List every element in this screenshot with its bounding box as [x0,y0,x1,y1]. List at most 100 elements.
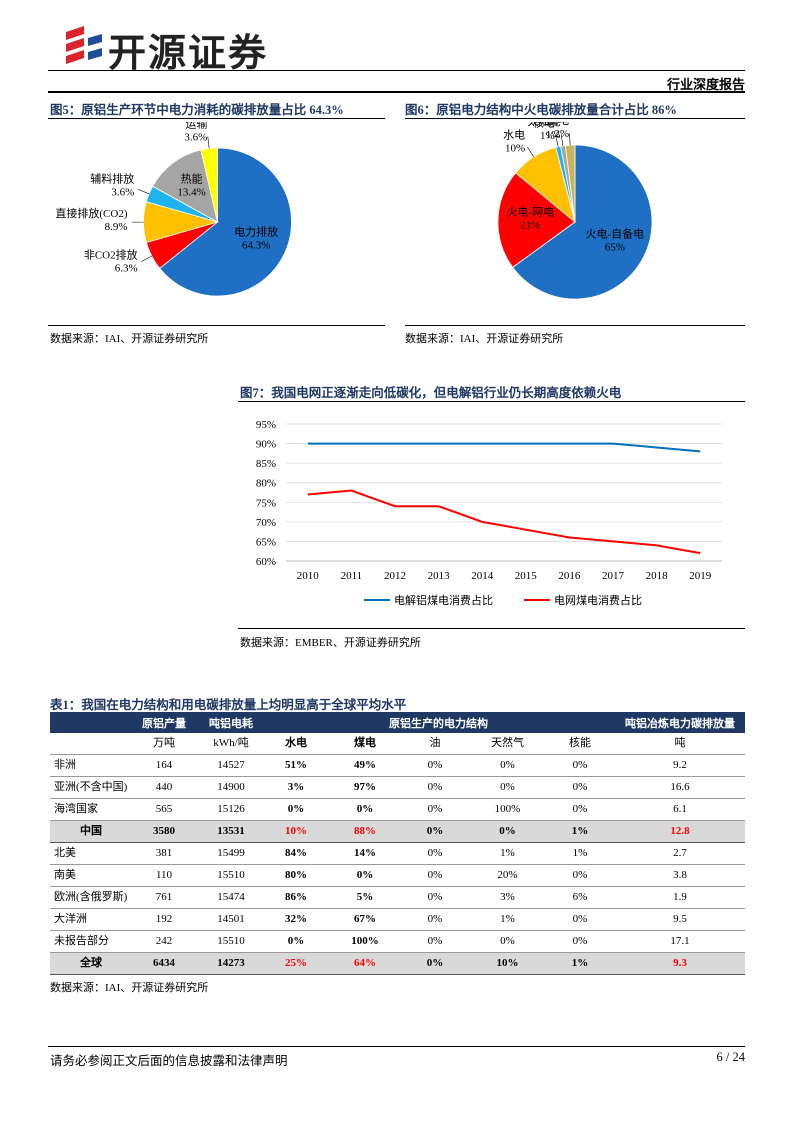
table-cell: 86% [262,886,330,909]
table-cell: 14900 [200,776,262,799]
table-row: 大洋洲 192 14501 32% 67% 0% 1% 0% 9.5 [50,908,746,931]
slice-value-label: 21% [520,220,540,232]
table-header-cell [50,712,128,733]
table-row: 全球 6434 14273 25% 64% 0% 10% 1% 9.3 [50,952,746,975]
slice-label: 直接排放(CO2) 8.9% [55,206,127,233]
x-tick-label: 2012 [384,570,406,582]
table-cell: 1.9 [615,886,746,909]
table-header-cell: 原铝产量 [128,712,200,733]
x-tick-label: 2016 [558,570,581,582]
table-cell: 1% [545,842,616,865]
table-cell: 0% [400,754,470,777]
slice-value-label: 65% [605,241,625,253]
table-unit-cell: 万吨 [128,733,200,755]
pie-slice [497,172,576,268]
table-cell: 6% [545,886,616,909]
table-row: 中国 3580 13531 10% 88% 0% 0% 1% 12.8 [50,820,746,843]
leader-line [207,136,210,149]
table-cell: 32% [262,908,330,931]
table-cell: 49% [330,754,400,777]
slice-label: 辅料排放 3.6% [90,172,134,199]
table-cell: 15510 [200,864,262,887]
slice-value-label: 64.3% [242,240,270,252]
slice-value-label: 3.6% [111,187,134,199]
table-cell: 0% [400,930,470,953]
x-tick-label: 2018 [646,570,669,582]
figure-caption: 图5：原铝生产环节中电力消耗的碳排放量占比 64.3% [50,103,344,117]
x-tick-label: 2014 [471,570,494,582]
slice-value-label: 6.3% [115,262,138,274]
table-source: 数据来源：IAI、开源证券研究所 [50,982,209,994]
table-cell: 0% [545,798,616,821]
table-cell: 242 [128,930,200,953]
table-unit-cell: 煤电 [330,733,400,755]
row-label: 海湾国家 [50,798,128,821]
table-cell: 100% [330,930,400,953]
table-cell: 14501 [200,908,262,931]
footer-disclaimer: 请务必参阅正文后面的信息披露和法律声明 [50,1054,288,1068]
table-cell: 1% [545,952,616,975]
slice-value-label: 10% [505,142,525,154]
leader-line [569,133,571,146]
slice-label: 水电 10% [503,128,525,154]
table-cell: 0% [470,776,545,799]
table-cell: 25% [262,952,330,975]
slice-label: 火电-自备电 65% [585,226,644,253]
data-table: 原铝产量 吨铝电耗 原铝生产的电力结构 吨铝冶炼电力碳排放量 万吨 kWh/吨 水电 煤电油… [50,712,746,975]
table-cell: 761 [128,886,200,909]
table-row: 南美 110 15510 80% 0% 0% 20% 0% 3.8 [50,864,746,887]
table-cell: 3580 [128,820,200,843]
table-cell: 15499 [200,842,262,865]
table-cell: 440 [128,776,200,799]
table-cell: 0% [400,952,470,975]
table-cell: 84% [262,842,330,865]
slice-category: 直接排放(CO2) [55,206,127,220]
slice-category: 非CO2排放 [84,247,138,261]
table-cell: 0% [470,754,545,777]
table-cell: 15126 [200,798,262,821]
table-cell: 164 [128,754,200,777]
table-cell: 6434 [128,952,200,975]
table-cell: 12.8 [615,820,746,843]
table-cell: 13531 [200,820,262,843]
slice-category: 火电-网电 [507,206,555,219]
y-tick-label: 80% [256,478,276,490]
table-header-cell: 吨铝冶炼电力碳排放量 [615,712,746,733]
y-tick-label: 65% [256,536,276,548]
figure-caption: 图6：原铝电力结构中火电碳排放量合计占比 86% [405,103,677,117]
row-label: 南美 [50,864,128,887]
table-cell: 0% [400,864,470,887]
slice-category: 辅料排放 [90,172,134,186]
series-line [307,489,701,555]
row-label: 未报告部分 [50,930,128,953]
table-cell: 88% [330,820,400,843]
table-cell: 0% [545,908,616,931]
slice-category: 核电 [533,122,555,129]
x-tick-label: 2011 [341,570,363,582]
slice-value-label: 13.4% [177,187,205,199]
line-chart: 60% 65% 70% 75% 80% 85% 90% 95% 2010 2011 2012 2013… [256,419,722,607]
table-cell: 6.1 [615,798,746,821]
y-tick-label: 75% [256,497,276,509]
table-cell: 110 [128,864,200,887]
table-cell: 1% [470,842,545,865]
table-cell: 10% [470,952,545,975]
table-cell: 9.3 [615,952,746,975]
table-cell: 0% [545,776,616,799]
table-row: 北美 381 15499 84% 14% 0% 1% 1% 2.7 [50,842,746,865]
table-cell: 15510 [200,930,262,953]
table-unit-cell: 水电 [262,733,330,755]
table-cell: 100% [470,798,545,821]
slice-label: 运输 3.6% [184,122,207,144]
table-cell: 64% [330,952,400,975]
legend-label: 电解铝煤电消费占比 [394,593,493,607]
slice-value-label: 1% [546,129,561,141]
row-label: 欧洲(含俄罗斯) [50,886,128,909]
table-cell: 0% [545,930,616,953]
slice-value-label: 3.6% [184,132,207,144]
table-cell: 0% [400,886,470,909]
table-row: 亚洲(不含中国) 440 14900 3% 97% 0% 0% 0% 16.6 [50,776,746,799]
table-cell: 10% [262,820,330,843]
legend-label: 电网煤电消费占比 [554,593,642,607]
pie-chart: 电力排放 64.3%非CO2排放 6.3%直接排放(CO2) 8.9%辅料排放 3.6%… [55,122,292,297]
